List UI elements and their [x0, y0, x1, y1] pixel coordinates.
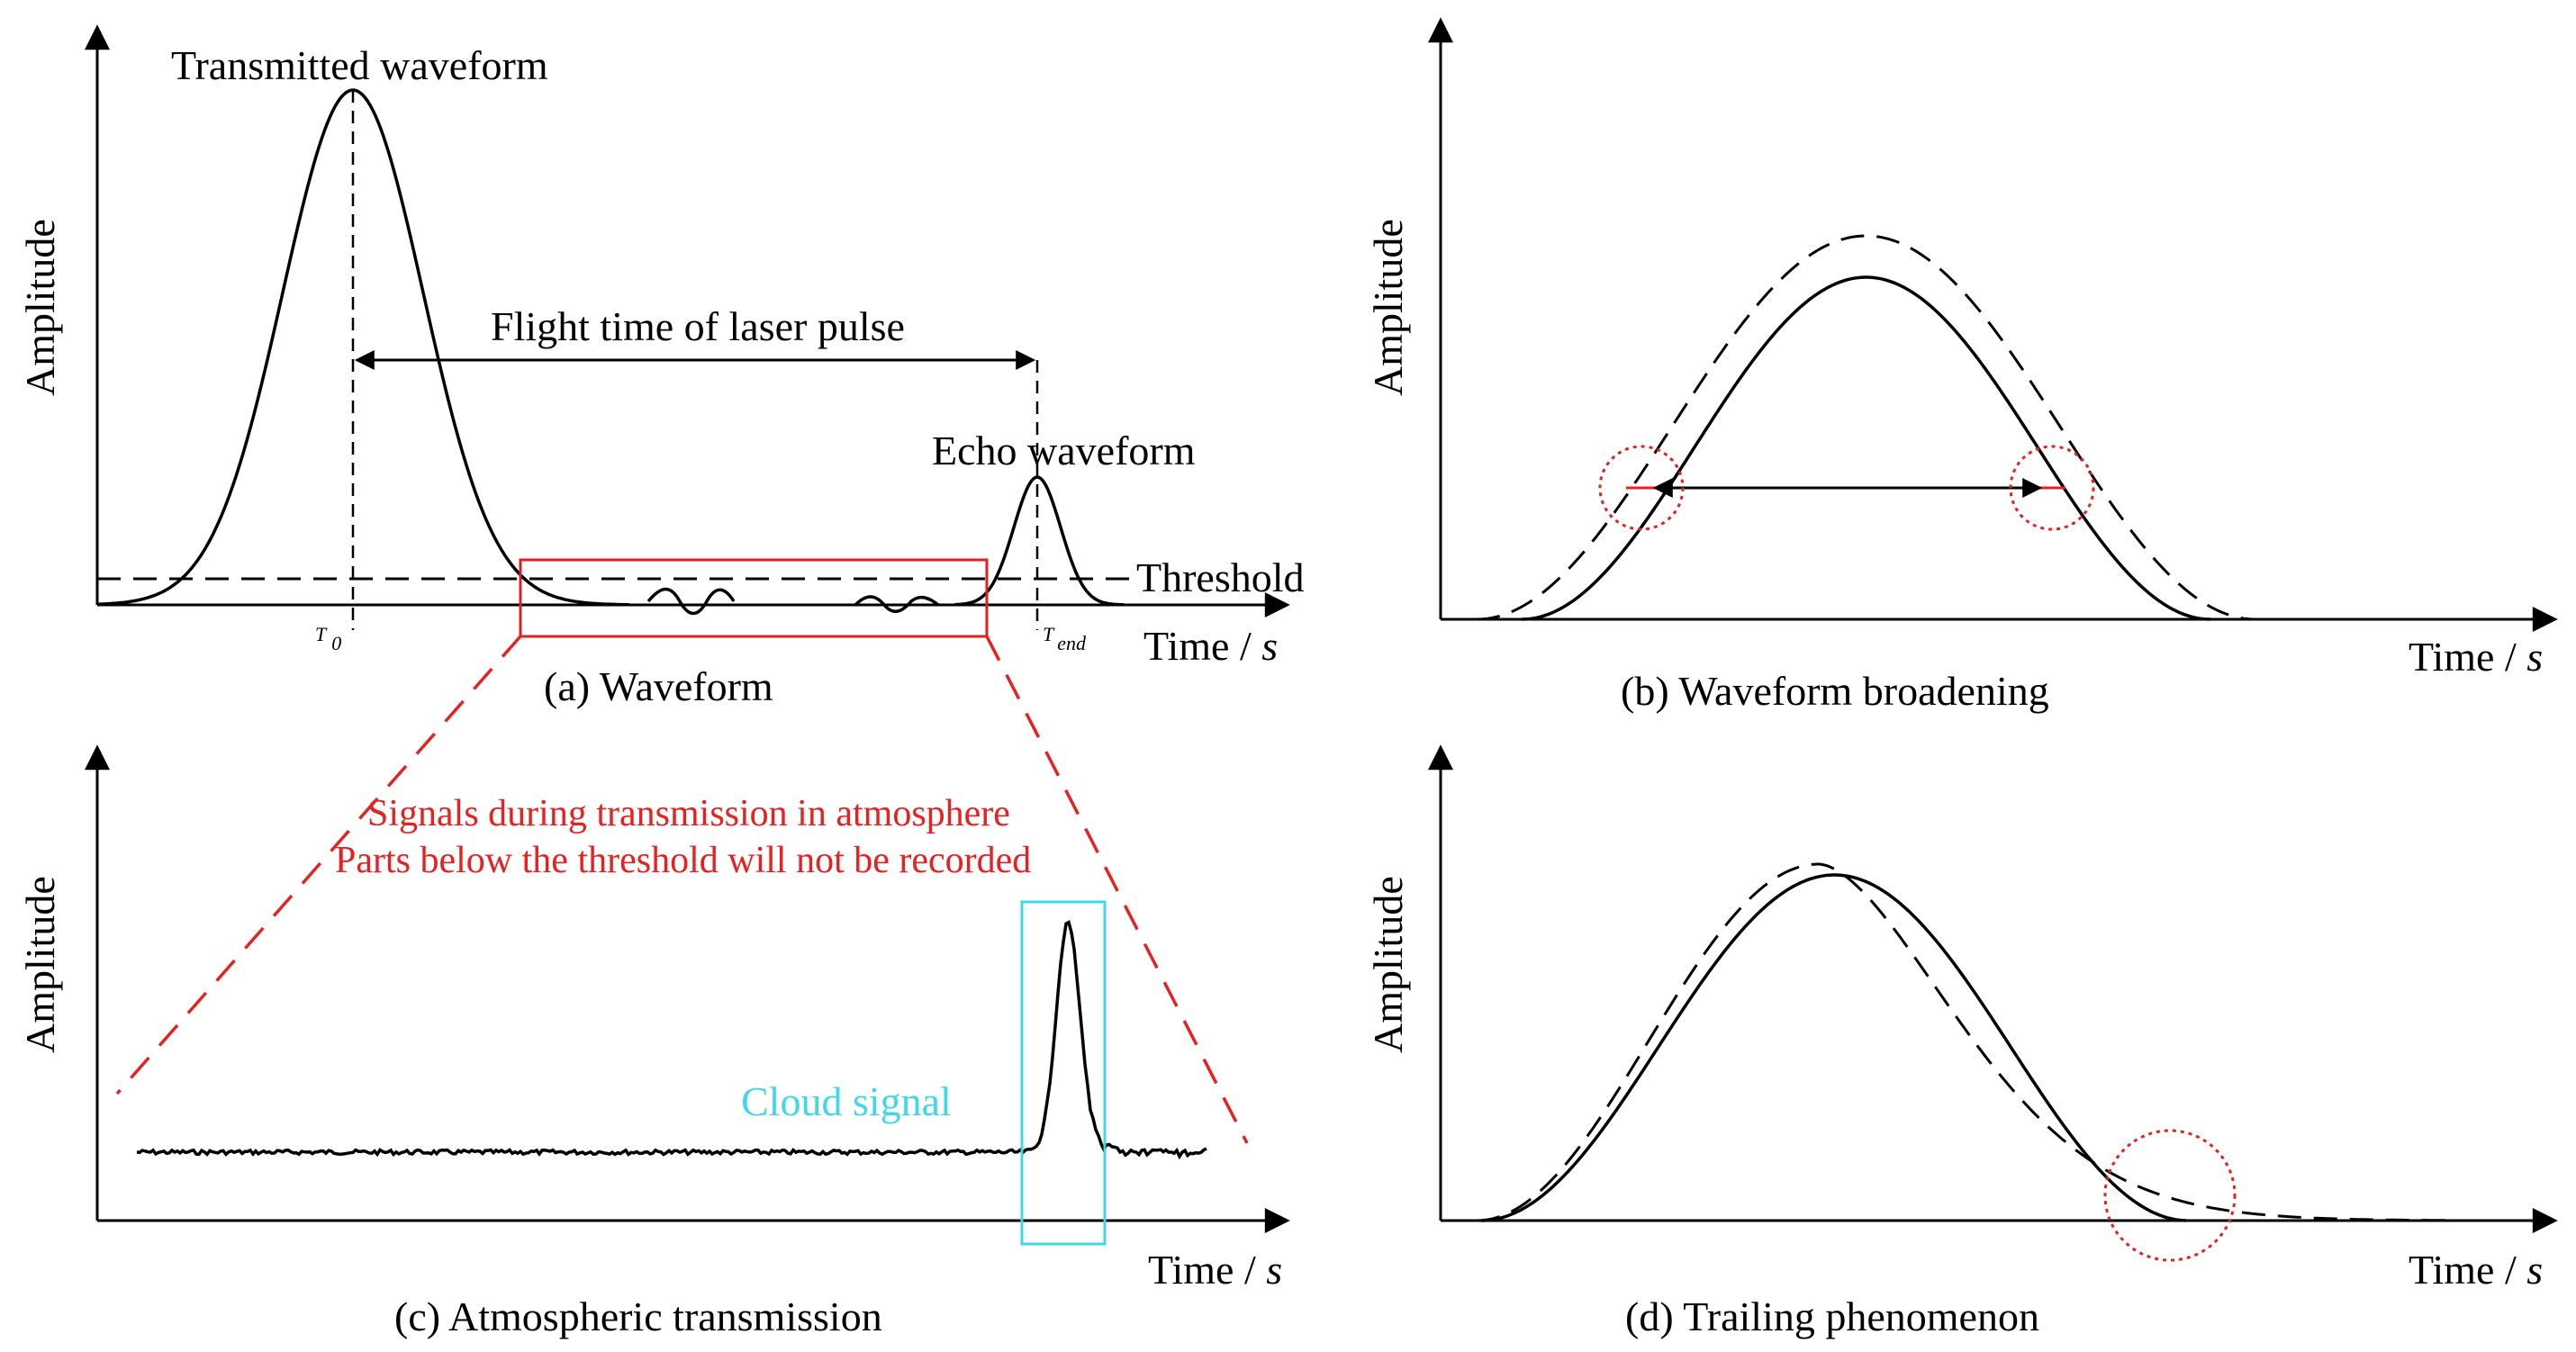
broadening-highlight-right — [2009, 445, 2095, 531]
atmospheric-noise-wiggle-1 — [646, 587, 736, 616]
threshold-label: Threshold — [1136, 554, 1305, 600]
zoom-connector-left — [115, 635, 522, 1095]
cloud-signal-label: Cloud signal — [741, 1078, 952, 1124]
panel-d-x-label: Time / s — [2409, 1247, 2543, 1293]
panel-b-y-label: Amplitude — [1365, 219, 1411, 396]
panel-a-y-label: Amplitude — [17, 219, 63, 396]
panel-c-atmospheric-transmission: Signals during transmission in atmospher… — [17, 635, 1290, 1339]
broadening-highlight-left — [1598, 445, 1685, 531]
panel-b-x-label: Time / s — [2409, 634, 2543, 680]
echo-waveform-label: Echo waveform — [932, 428, 1196, 473]
original-pulse-curve — [1521, 275, 2211, 621]
zoom-connector-right — [985, 635, 1249, 1144]
panel-c-x-label: Time / s — [1148, 1247, 1282, 1293]
trailing-highlight — [2103, 1129, 2237, 1262]
panel-c-caption: (c) Atmospheric transmission — [394, 1293, 882, 1339]
transmitted-waveform-curve — [96, 88, 630, 607]
cloud-signal-box — [1020, 900, 1107, 1246]
panel-b-waveform-broadening: Time / s Amplitude (b) Waveform broadeni… — [1365, 17, 2558, 714]
broadened-pulse-curve — [1476, 234, 2255, 621]
panel-a-waveform: Transmitted waveform Flight time of lase… — [17, 24, 1305, 709]
original-pulse-curve — [1480, 873, 2187, 1222]
atmosphere-note-line1: Signals during transmission in atmospher… — [367, 793, 1010, 834]
panel-d-caption: (d) Trailing phenomenon — [1625, 1293, 2039, 1339]
atmosphere-note-line2: Parts below the threshold will not be re… — [335, 840, 1031, 881]
atmospheric-zoom-box — [519, 558, 989, 638]
panel-a-caption: (a) Waveform — [544, 663, 773, 709]
flight-time-label: Flight time of laser pulse — [491, 303, 905, 349]
panel-d-y-label: Amplitude — [1365, 876, 1411, 1053]
echo-waveform-curve — [954, 475, 1124, 607]
panel-d-trailing-phenomenon: Time / s Amplitude (d) Trailing phenomen… — [1365, 744, 2558, 1339]
panel-c-y-label: Amplitude — [17, 876, 63, 1053]
atmospheric-signal-trace — [136, 920, 1207, 1160]
panel-b-caption: (b) Waveform broadening — [1621, 668, 2049, 714]
trailing-pulse-curve — [1476, 862, 2452, 1222]
panel-a-x-label: Time / s — [1143, 623, 1278, 669]
atmospheric-noise-wiggle-2 — [854, 595, 940, 613]
transmitted-waveform-label: Transmitted waveform — [171, 42, 548, 88]
